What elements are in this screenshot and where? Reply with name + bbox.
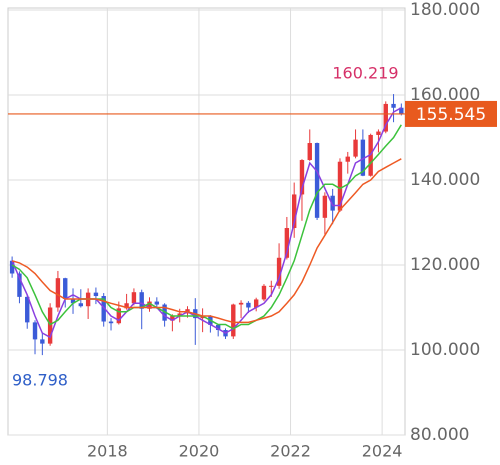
- candle-body: [322, 195, 328, 218]
- candle-body: [360, 139, 366, 176]
- candle-body: [299, 160, 305, 195]
- candle-body: [25, 296, 30, 323]
- last-price-box: [405, 100, 497, 127]
- candle-body: [261, 285, 267, 300]
- max-label: 160.219: [332, 64, 398, 83]
- candle-body: [376, 131, 381, 135]
- candle-body: [101, 296, 106, 322]
- candle-body: [177, 313, 182, 316]
- candle-body: [131, 292, 137, 304]
- candle-body: [337, 161, 343, 211]
- candle-body: [314, 143, 320, 218]
- candle-body: [17, 273, 22, 297]
- candle-body: [253, 299, 259, 308]
- candle-body: [284, 228, 290, 258]
- candle-body: [238, 302, 244, 305]
- candle-body: [63, 278, 68, 299]
- x-tick-label: 2022: [270, 442, 311, 461]
- candle-body: [215, 324, 221, 331]
- moving-average-line: [11, 107, 402, 339]
- candle-body: [124, 303, 129, 309]
- candle-body: [391, 103, 396, 108]
- moving-average-line: [11, 124, 402, 330]
- y-tick-label: 120.000: [410, 255, 480, 275]
- y-tick-label: 160.000: [410, 85, 480, 105]
- candle-body: [154, 301, 160, 305]
- candle-body: [40, 339, 45, 344]
- candle-body: [307, 143, 312, 161]
- candle-body: [93, 292, 99, 297]
- plot-area: [7, 7, 406, 436]
- candle-body: [399, 107, 404, 114]
- candle-body: [47, 307, 53, 344]
- y-tick-label: 140.000: [410, 170, 480, 190]
- candle-body: [345, 156, 350, 162]
- candle-body: [108, 321, 114, 324]
- candle-body: [70, 299, 76, 304]
- moving-average-line: [11, 158, 402, 324]
- candle-body: [78, 303, 84, 307]
- last-price-label: 155.545: [416, 105, 486, 125]
- candle-body: [383, 103, 388, 132]
- candle-body: [170, 316, 175, 321]
- candle-body: [330, 195, 335, 211]
- candle-body: [139, 292, 144, 309]
- candle-body: [147, 301, 152, 309]
- candle-body: [353, 139, 358, 157]
- y-tick-label: 100.000: [410, 340, 480, 360]
- y-tick-label: 180.000: [410, 0, 480, 20]
- candle-body: [9, 260, 15, 274]
- candle-body: [32, 322, 38, 340]
- candle-body: [116, 308, 122, 324]
- x-tick-label: 2024: [362, 442, 403, 461]
- x-tick-label: 2018: [87, 442, 128, 461]
- min-label: 98.798: [12, 371, 68, 390]
- candle-body: [291, 194, 297, 229]
- candle-body: [55, 278, 61, 308]
- candle-body: [269, 285, 274, 287]
- candle-body: [246, 302, 251, 308]
- candle-body: [276, 257, 282, 286]
- candle-body: [200, 316, 205, 319]
- x-tick-label: 2020: [179, 442, 220, 461]
- y-tick-label: 80.000: [410, 425, 469, 445]
- candle-body: [231, 304, 236, 337]
